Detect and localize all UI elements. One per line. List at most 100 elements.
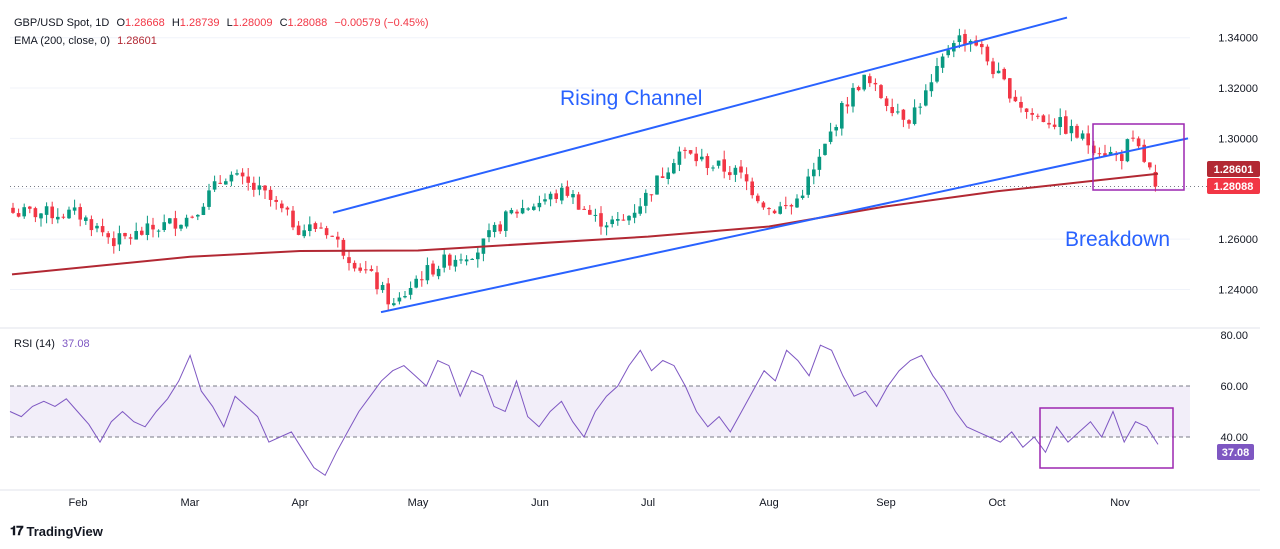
candle-body: [711, 167, 715, 169]
candle: [39, 212, 43, 227]
candle: [1125, 138, 1130, 163]
candle: [795, 194, 799, 209]
candle: [1058, 108, 1062, 136]
candle: [487, 223, 491, 243]
candle: [1136, 136, 1141, 149]
candle: [571, 190, 575, 205]
candle: [862, 74, 866, 92]
candle-body: [957, 35, 962, 43]
candle: [44, 202, 49, 224]
candle: [476, 246, 480, 268]
candle: [319, 222, 323, 229]
candle: [700, 148, 704, 162]
candle: [179, 224, 183, 232]
candle-body: [364, 269, 368, 271]
channel-lower-line[interactable]: [380, 137, 1189, 314]
candle-body: [106, 233, 110, 238]
candle-body: [1047, 122, 1051, 125]
candle-body: [229, 174, 234, 182]
rsi-highlight-box[interactable]: [1039, 407, 1174, 469]
candle: [1092, 140, 1096, 156]
price-highlight-box[interactable]: [1092, 123, 1185, 191]
candle-body: [744, 174, 749, 182]
candle: [274, 196, 278, 210]
candle-body: [593, 214, 598, 216]
candle-body: [128, 237, 133, 239]
candle-body: [610, 219, 614, 225]
candle: [806, 168, 810, 198]
candle-body: [789, 205, 794, 207]
candle-body: [856, 87, 861, 91]
candle: [252, 176, 256, 197]
candle-body: [722, 159, 726, 172]
candle: [224, 178, 228, 185]
candle: [95, 222, 99, 233]
candle-body: [56, 216, 60, 220]
candle: [61, 213, 66, 220]
candle: [935, 57, 939, 84]
candle: [453, 255, 458, 272]
candle: [358, 263, 362, 273]
time-tick-label: Mar: [181, 497, 200, 509]
candle: [84, 215, 88, 225]
candle-body: [380, 284, 385, 291]
candle-body: [268, 189, 273, 200]
candle: [296, 221, 301, 236]
candle-body: [336, 236, 340, 240]
candle: [162, 214, 166, 233]
candle: [1013, 90, 1018, 103]
candle: [1103, 144, 1107, 157]
candle: [89, 215, 94, 237]
candle: [812, 162, 816, 185]
candle: [565, 180, 570, 198]
candle-body: [1080, 133, 1085, 139]
candle-body: [716, 160, 721, 166]
candle-body: [638, 206, 642, 214]
candle: [1041, 114, 1046, 123]
candle-body: [705, 156, 710, 169]
candle: [1064, 110, 1068, 135]
candle-body: [554, 193, 558, 200]
candle: [106, 231, 110, 244]
rising-channel-label[interactable]: Rising Channel: [560, 87, 702, 110]
candle: [364, 260, 368, 274]
candle-body: [750, 181, 754, 196]
last-price-badge-text: 1.28088: [1214, 181, 1254, 193]
candle-body: [1069, 125, 1074, 134]
candle: [1008, 77, 1012, 103]
candle-body: [179, 224, 183, 229]
candle-body: [666, 172, 670, 179]
candle: [851, 83, 855, 113]
candle-body: [1131, 137, 1135, 139]
candle-body: [1013, 96, 1018, 102]
candle: [728, 166, 732, 181]
candle: [767, 207, 771, 216]
tradingview-logo[interactable]: ⁠𝟏𝟕 TradingView: [10, 523, 103, 539]
candle-body: [414, 278, 418, 288]
candle-body: [476, 252, 480, 260]
candle: [420, 271, 424, 287]
candle-body: [212, 181, 217, 190]
candle: [280, 200, 284, 213]
candle-body: [632, 212, 637, 218]
candle: [380, 281, 385, 293]
candle-body: [616, 219, 620, 221]
price-tick-label: 1.32000: [1218, 83, 1258, 95]
channel-upper-line[interactable]: [332, 16, 1068, 214]
candle: [604, 222, 609, 236]
candle-body: [397, 297, 402, 302]
low-value: 1.28009: [232, 17, 273, 29]
candle: [498, 221, 502, 234]
rsi-line: [9, 344, 1159, 477]
rsi-value-badge-text: 37.08: [1222, 447, 1250, 459]
price-tick-label: 1.26000: [1218, 234, 1258, 246]
candle: [621, 214, 626, 221]
candle: [638, 197, 642, 216]
candle-body: [996, 70, 1001, 74]
candle: [593, 208, 598, 222]
candle: [688, 149, 693, 155]
candle-body: [918, 106, 922, 108]
candle-body: [459, 259, 463, 261]
candle: [117, 225, 122, 252]
breakdown-label[interactable]: Breakdown: [1065, 228, 1170, 251]
